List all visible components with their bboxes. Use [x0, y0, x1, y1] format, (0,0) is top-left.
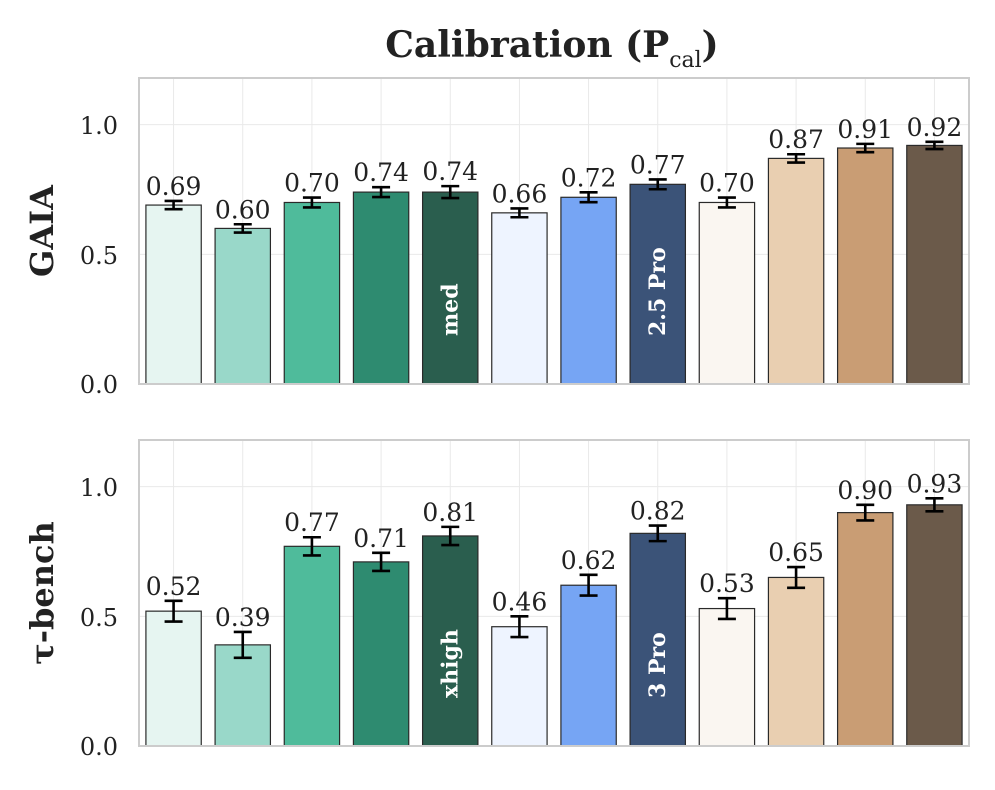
value-label: 0.81: [422, 498, 478, 527]
panel-tau-bench-tick-0: 0.0: [80, 733, 118, 761]
value-label: 0.70: [284, 169, 340, 198]
bar-tau-bench-6: [491, 626, 548, 747]
bar-annotation: 2.5 Pro: [645, 247, 671, 336]
bar-gaia-7: [560, 196, 617, 385]
bar-tau-bench-3: [283, 545, 341, 747]
bar-tau-bench-1: [145, 610, 202, 747]
value-label: 0.65: [768, 538, 824, 567]
value-label: 0.91: [837, 115, 893, 144]
value-label: 0.66: [492, 179, 548, 208]
panel-tau-bench-tick-1: 0.5: [80, 604, 118, 632]
chart-title: Calibration (Pcal): [385, 24, 718, 73]
value-label: 0.46: [492, 587, 548, 616]
value-label: 0.72: [561, 163, 617, 192]
value-label: 0.92: [907, 113, 963, 142]
value-label: 0.70: [699, 169, 755, 198]
value-label: 0.60: [215, 195, 271, 224]
bar-gaia-2: [214, 227, 272, 385]
value-label: 0.74: [422, 157, 478, 186]
panel-tau-bench-tick-2: 1.0: [80, 474, 118, 502]
bar-gaia-8: [629, 183, 687, 385]
bar-gaia-10: [767, 157, 825, 385]
panel-tau-bench: τ-bench 0.0 0.5 1.0 0.52 0.39 0.77 0.71 0.81…: [23, 439, 970, 761]
panel-gaia-tick-0: 0.0: [80, 371, 118, 399]
bar-gaia-12: [906, 144, 963, 385]
value-label: 0.62: [561, 546, 617, 575]
bar-gaia-11: [836, 147, 894, 385]
value-label: 0.52: [146, 572, 202, 601]
bar-gaia-1: [145, 204, 202, 385]
value-label: 0.77: [284, 508, 340, 537]
bar-gaia-4: [352, 191, 410, 385]
panel-tau-bench-ylabel: τ-bench: [23, 521, 61, 665]
panel-gaia-tick-2: 1.0: [80, 112, 118, 140]
panel-gaia-frame: [138, 77, 970, 385]
bar-annotation: 3 Pro: [645, 632, 671, 698]
value-label: 0.90: [837, 476, 893, 505]
bar-annotation: med: [437, 283, 463, 336]
value-label: 0.53: [699, 569, 755, 598]
value-label: 0.93: [907, 469, 963, 498]
value-label: 0.74: [353, 158, 409, 187]
value-label: 0.82: [630, 497, 686, 526]
bar-tau-bench-11: [836, 512, 894, 747]
bar-gaia-3: [283, 201, 341, 385]
value-label: 0.39: [215, 603, 271, 632]
bar-gaia-9: [698, 201, 756, 385]
bar-tau-bench-2: [214, 644, 272, 747]
bar-gaia-6: [491, 212, 548, 385]
bar-tau-bench-12: [906, 504, 963, 747]
value-label: 0.87: [768, 125, 824, 154]
value-label: 0.69: [146, 172, 202, 201]
bar-tau-bench-4: [352, 561, 410, 747]
value-label: 0.71: [353, 524, 409, 553]
bar-tau-bench-9: [698, 607, 756, 747]
bar-tau-bench-10: [767, 576, 825, 747]
panel-tau-bench-frame: [138, 439, 970, 747]
value-label: 0.77: [630, 150, 686, 179]
bar-annotation: xhigh: [437, 629, 463, 698]
panel-gaia-ylabel: GAIA: [23, 184, 61, 277]
bar-tau-bench-5: [421, 535, 479, 747]
panel-gaia: GAIA 0.0 0.5 1.0 0.69 0.60 0.70 0.74 0.74 0.6…: [23, 77, 970, 399]
bar-tau-bench-7: [560, 584, 617, 747]
panel-gaia-tick-1: 0.5: [80, 242, 118, 270]
